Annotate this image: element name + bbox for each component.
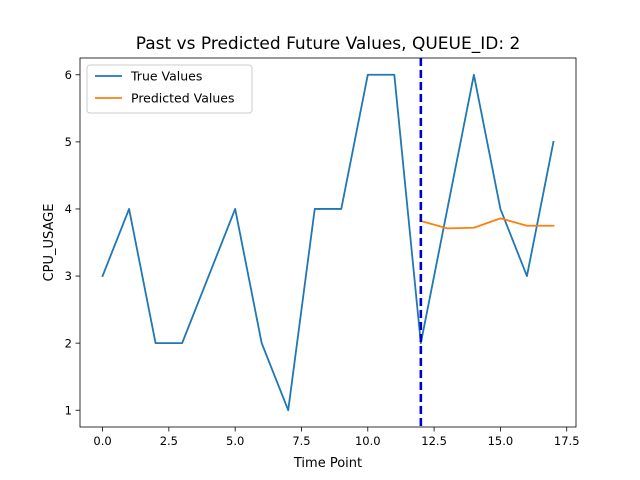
plot-area	[101, 58, 555, 427]
y-tick-label: 2	[65, 336, 72, 350]
x-tick-label: 17.5	[554, 434, 580, 448]
y-tick-label: 3	[65, 269, 72, 283]
y-tick-label: 1	[65, 403, 72, 417]
y-tick-label: 4	[65, 202, 72, 216]
x-tick-label: 15.0	[488, 434, 514, 448]
x-tick-label: 2.5	[160, 434, 178, 448]
x-axis-label: Time Point	[293, 456, 362, 471]
y-tick-label: 6	[65, 68, 72, 82]
legend: True Values Predicted Values	[86, 64, 253, 114]
x-tick-label: 7.5	[292, 434, 310, 448]
legend-label-2: Predicted Values	[131, 91, 235, 106]
y-tick-label: 5	[65, 135, 72, 149]
x-axis: 0.0 2.5 5.0 7.5 10.0 12.5 15.0 17.5	[93, 427, 580, 448]
x-tick-label: 12.5	[421, 434, 447, 448]
y-axis-label: CPU_USAGE	[42, 204, 57, 282]
legend-box	[86, 64, 253, 114]
legend-label-1: True Values	[130, 69, 202, 84]
chart-title: Past vs Predicted Future Values, QUEUE_I…	[136, 34, 521, 54]
x-tick-label: 0.0	[93, 434, 111, 448]
x-tick-label: 10.0	[355, 434, 381, 448]
x-tick-label: 5.0	[226, 434, 244, 448]
plot-frame	[79, 57, 577, 428]
y-axis: 1 2 3 4 5 6	[65, 68, 80, 417]
series-line-1	[101, 73, 555, 412]
series-line-2	[419, 217, 555, 230]
